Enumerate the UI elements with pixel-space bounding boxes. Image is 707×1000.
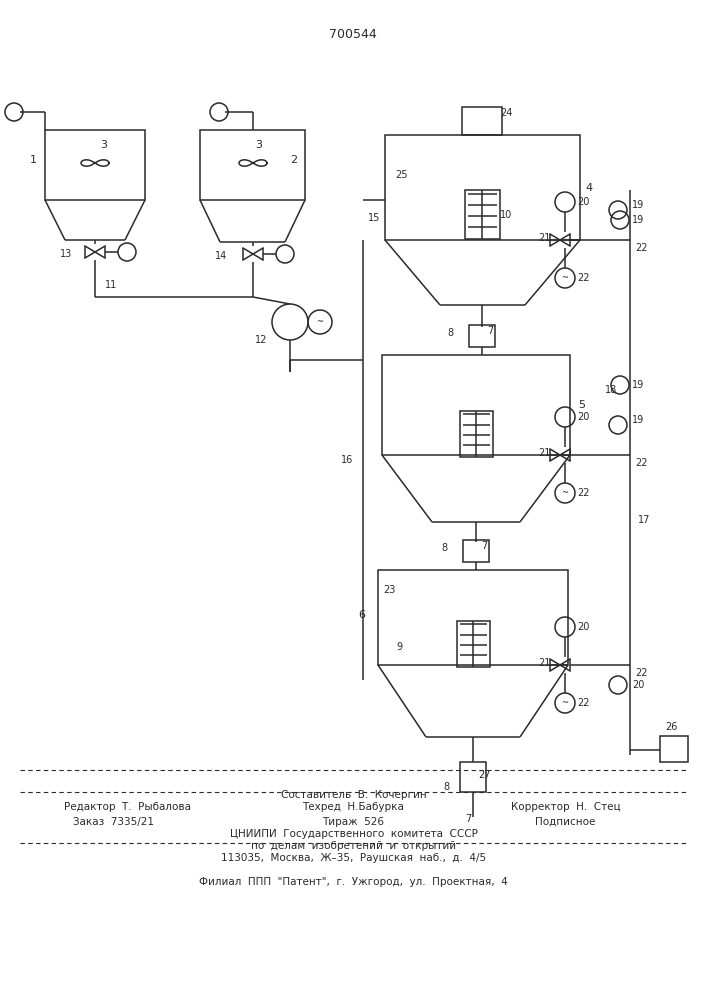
Text: 20: 20 — [577, 412, 590, 422]
Text: ~: ~ — [561, 273, 568, 282]
Text: 15: 15 — [368, 213, 380, 223]
Text: 7: 7 — [465, 814, 472, 824]
Text: 17: 17 — [638, 515, 650, 525]
Bar — [463, 540, 489, 562]
Text: 113035,  Москва,  Ж–35,  Раушская  наб.,  д.  4/5: 113035, Москва, Ж–35, Раушская наб., д. … — [221, 853, 486, 863]
Bar — [457, 621, 489, 666]
Text: 27: 27 — [478, 770, 491, 780]
Text: Заказ  7335/21: Заказ 7335/21 — [73, 817, 153, 827]
Text: 19: 19 — [632, 215, 644, 225]
Text: по  делам  изобретений  и  открытий: по делам изобретений и открытий — [251, 841, 456, 851]
Text: ~: ~ — [561, 488, 568, 497]
Text: 700544: 700544 — [329, 28, 377, 41]
Text: 8: 8 — [447, 328, 453, 338]
Text: 1: 1 — [30, 155, 37, 165]
Text: Техред  Н.Бабурка: Техред Н.Бабурка — [303, 802, 404, 812]
Bar — [464, 190, 500, 239]
Text: 19: 19 — [632, 200, 644, 210]
Bar — [382, 355, 570, 455]
Text: 19: 19 — [632, 380, 644, 390]
Text: 22: 22 — [577, 488, 590, 498]
Text: ~: ~ — [317, 318, 324, 326]
Text: Корректор  Н.  Стец: Корректор Н. Стец — [510, 802, 621, 812]
Bar — [385, 135, 580, 240]
Text: 21: 21 — [538, 233, 550, 243]
Text: 16: 16 — [341, 455, 354, 465]
Text: 8: 8 — [441, 543, 447, 553]
Text: 21: 21 — [538, 658, 550, 668]
Text: 20: 20 — [632, 680, 644, 690]
Text: 22: 22 — [635, 668, 648, 678]
Text: 9: 9 — [396, 642, 402, 652]
Text: 5: 5 — [578, 400, 585, 410]
Bar — [45, 130, 145, 200]
Text: 21: 21 — [538, 448, 550, 458]
Text: 6: 6 — [358, 610, 365, 620]
Text: Составитель  В.  Кочергин: Составитель В. Кочергин — [281, 790, 426, 800]
Bar — [469, 325, 495, 347]
Text: 3: 3 — [100, 140, 107, 150]
Text: 24: 24 — [500, 108, 513, 118]
Text: 11: 11 — [105, 280, 117, 290]
Text: 4: 4 — [585, 183, 592, 193]
Text: 19: 19 — [632, 415, 644, 425]
Text: 14: 14 — [215, 251, 227, 261]
Text: 10: 10 — [500, 210, 513, 220]
Text: 22: 22 — [577, 273, 590, 283]
Text: 2: 2 — [290, 155, 297, 165]
Text: 22: 22 — [635, 243, 648, 253]
Text: 22: 22 — [577, 698, 590, 708]
Text: Подписное: Подписное — [535, 817, 596, 827]
Text: 25: 25 — [395, 170, 407, 180]
Text: Редактор  Т.  Рыбалова: Редактор Т. Рыбалова — [64, 802, 191, 812]
Bar — [462, 107, 502, 135]
Text: 23: 23 — [383, 585, 395, 595]
Text: 12: 12 — [255, 335, 267, 345]
Text: 26: 26 — [665, 722, 677, 732]
Bar — [200, 130, 305, 200]
Text: 7: 7 — [487, 326, 493, 336]
Text: Филиал  ППП  "Патент",  г.  Ужгород,  ул.  Проектная,  4: Филиал ППП "Патент", г. Ужгород, ул. Про… — [199, 877, 508, 887]
Text: 22: 22 — [635, 458, 648, 468]
Text: ~: ~ — [561, 698, 568, 708]
Bar — [378, 570, 568, 665]
Text: 3: 3 — [255, 140, 262, 150]
Text: 13: 13 — [60, 249, 72, 259]
Text: Тираж  526: Тираж 526 — [322, 817, 385, 827]
Bar — [660, 736, 688, 762]
Text: ЦНИИПИ  Государственного  комитета  СССР: ЦНИИПИ Государственного комитета СССР — [230, 829, 477, 839]
Text: 18: 18 — [605, 385, 617, 395]
Bar — [460, 762, 486, 792]
Text: 8: 8 — [443, 782, 449, 792]
Bar — [460, 411, 493, 456]
Text: 7: 7 — [481, 541, 487, 551]
Text: 20: 20 — [577, 197, 590, 207]
Text: 20: 20 — [577, 622, 590, 632]
